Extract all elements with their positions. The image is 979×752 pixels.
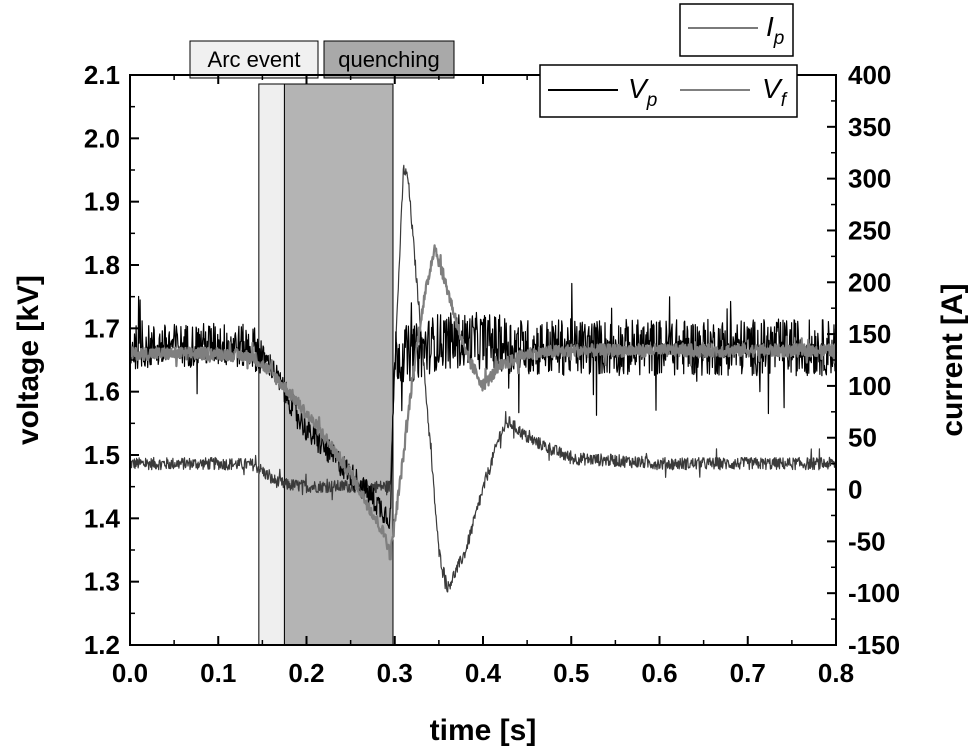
x-tick-label: 0.1	[200, 658, 236, 688]
legend-box-current	[679, 3, 794, 57]
y-left-tick-label: 1.6	[84, 377, 120, 407]
y-left-tick-label: 2.0	[84, 123, 120, 153]
legend-label-vf-sub: f	[781, 90, 788, 111]
y-left-tick-label: 1.5	[84, 440, 120, 470]
series-line-i-p	[129, 164, 837, 593]
series-layer	[128, 164, 838, 593]
legend-label-vf-main: V	[762, 73, 783, 104]
series-line-v-f	[128, 244, 838, 561]
legend-label-vp-main: V	[628, 73, 649, 104]
legend-label-ip-sub: p	[773, 28, 785, 49]
y-right-tick-label: 400	[848, 60, 891, 90]
annotation-band	[283, 83, 394, 646]
legend-label-vp-sub: p	[646, 90, 658, 111]
y-right-tick-label: 350	[848, 112, 891, 142]
y-axis-right: -150 -100 -50 0 50 100 150 200 250 300 350 400	[827, 60, 900, 660]
y-left-tick-label: 1.9	[84, 187, 120, 217]
annotation-bands: Arc event quenching	[189, 40, 455, 646]
legend-label-ip: Ip	[766, 11, 784, 49]
y-left-tick-label: 1.4	[84, 503, 121, 533]
y-right-tick-label: 200	[848, 267, 891, 297]
y-left-tick-label: 1.3	[84, 567, 120, 597]
x-tick-label: 0.5	[553, 658, 589, 688]
y-right-tick-label: 100	[848, 371, 891, 401]
y-left-tick-label: 1.7	[84, 313, 120, 343]
y-axis-left: 1.2 1.3 1.4 1.5 1.6 1.7 1.8 1.9 2.0 2.1	[84, 60, 139, 660]
legend-label-vp: Vp	[628, 73, 657, 111]
y-left-tick-label: 1.8	[84, 250, 120, 280]
y-right-tick-label: -100	[848, 578, 900, 608]
y-right-tick-label: 300	[848, 164, 891, 194]
y-right-tick-label: 250	[848, 215, 891, 245]
x-tick-label: 0.3	[377, 658, 413, 688]
y-right-tick-label: -150	[848, 630, 900, 660]
y-axis-right-title: current [A]	[936, 283, 969, 436]
y-axis-left-title: voltage [kV]	[12, 275, 45, 445]
annotation-label: quenching	[338, 47, 440, 72]
legend-label-ip-main: I	[766, 11, 774, 42]
annotation-label-box	[323, 40, 455, 79]
y-left-tick-label: 2.1	[84, 60, 120, 90]
x-tick-label: 0.8	[818, 658, 854, 688]
x-tick-label: 0.4	[465, 658, 502, 688]
x-axis: 0.0 0.1 0.2 0.3 0.4 0.5 0.6 0.7 0.8	[112, 75, 854, 688]
y-right-tick-label: -50	[848, 526, 886, 556]
series-line-v-p	[129, 282, 837, 530]
x-tick-label: 0.2	[288, 658, 324, 688]
annotation-label: Arc event	[208, 47, 301, 72]
x-tick-label: 0.6	[641, 658, 677, 688]
y-right-tick-label: 0	[848, 475, 862, 505]
y-right-tick-label: 50	[848, 423, 877, 453]
annotation-label-box	[189, 40, 319, 79]
x-tick-label: 0.0	[112, 658, 148, 688]
x-tick-label: 0.7	[730, 658, 766, 688]
legend-label-vf: Vf	[762, 73, 788, 111]
x-axis-title: time [s]	[430, 714, 537, 747]
y-right-tick-label: 150	[848, 319, 891, 349]
y-left-tick-label: 1.2	[84, 630, 120, 660]
